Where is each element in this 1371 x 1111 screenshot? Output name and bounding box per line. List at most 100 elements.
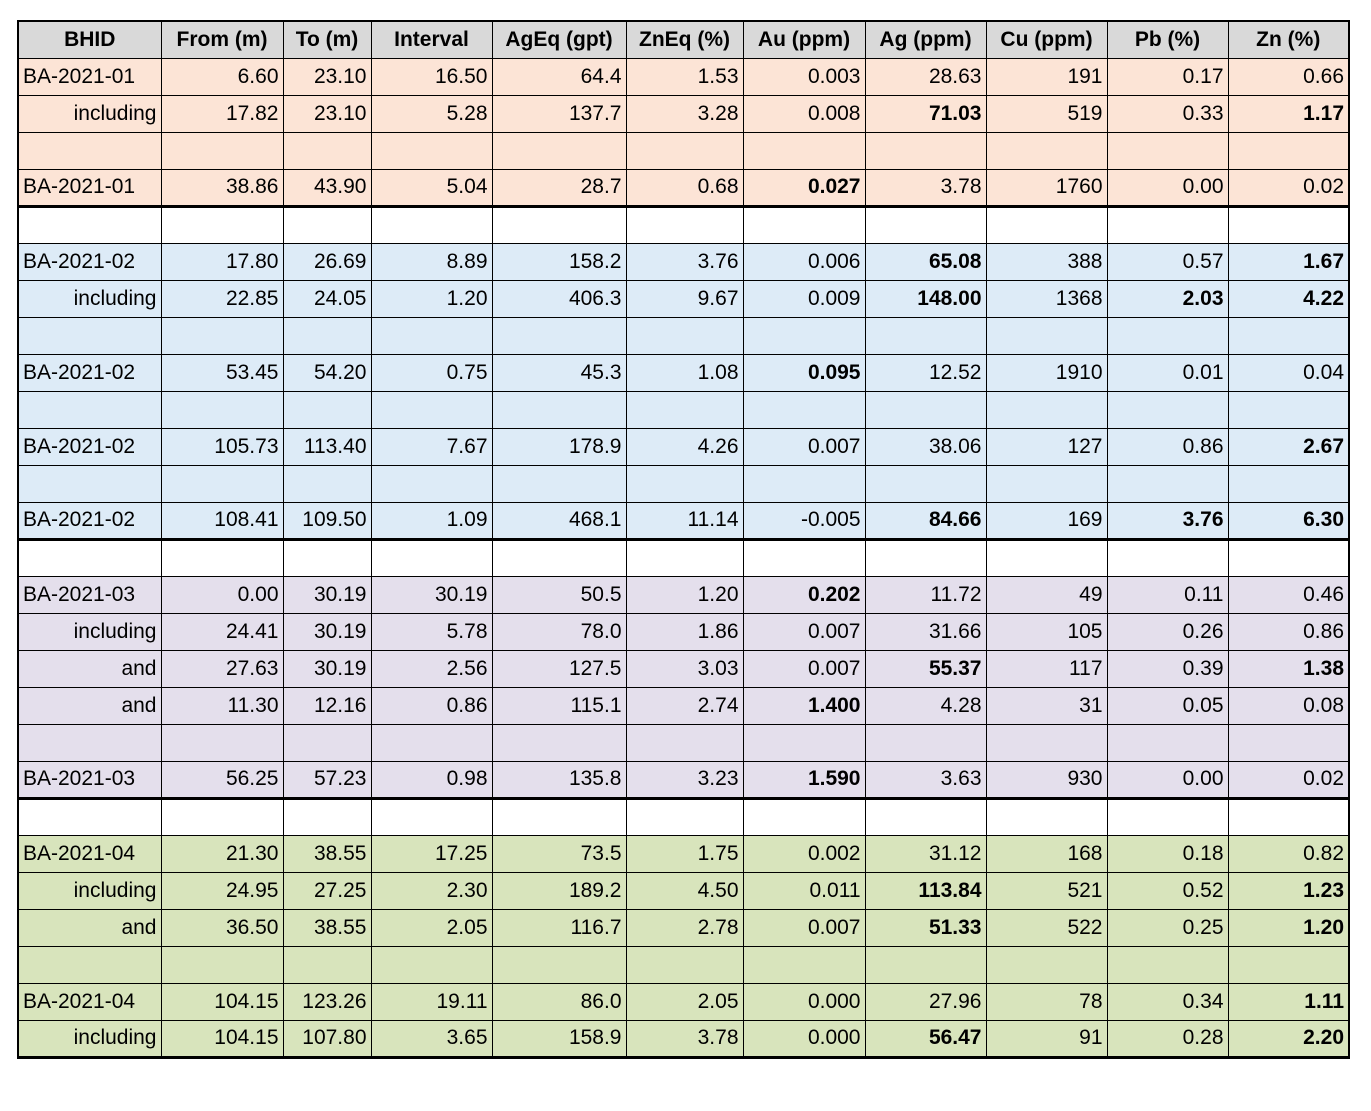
table-cell (1106, 205, 1229, 244)
table-cell: 2.30 (370, 871, 493, 910)
table-cell (625, 723, 744, 762)
table-cell: 30.19 (282, 649, 372, 688)
table-cell (17, 797, 162, 836)
table-cell: 0.98 (370, 760, 493, 800)
table-cell: 127 (985, 427, 1108, 466)
table-row (17, 205, 1350, 244)
table-cell: 127.5 (491, 649, 627, 688)
table-cell (282, 945, 372, 984)
table-row: BA-2021-04 104.15 123.26 19.11 86.0 2.05 0.000… (17, 982, 1350, 1021)
table-cell: 30.19 (370, 575, 493, 614)
table-cell: 3.78 (864, 168, 987, 208)
table-cell: 1368 (985, 279, 1108, 318)
table-row: BA-2021-02 108.41 109.50 1.09 468.1 11.14 -0.0… (17, 501, 1350, 541)
table-cell (1227, 205, 1350, 244)
table-cell: 24.41 (160, 612, 284, 651)
header-cell: Interval (370, 20, 493, 59)
table-cell (1106, 797, 1229, 836)
table-cell: 53.45 (160, 353, 284, 392)
table-cell: 0.00 (1106, 168, 1229, 208)
table-cell: 2.20 (1227, 1019, 1350, 1059)
table-wrap: BHID From (m) To (m) Interval AgEq (gpt) ZnEq… (17, 20, 1350, 1059)
table-cell: 2.03 (1106, 279, 1229, 318)
table-cell (864, 945, 987, 984)
table-cell: 1.11 (1227, 982, 1350, 1021)
table-cell (160, 538, 284, 577)
table-cell: including (17, 279, 162, 318)
table-row: including 24.41 30.19 5.78 78.0 1.86 0.007 31.6… (17, 612, 1350, 651)
table-cell (742, 131, 866, 170)
table-cell (282, 205, 372, 244)
table-cell: 930 (985, 760, 1108, 800)
table-cell: 113.84 (864, 871, 987, 910)
table-cell (864, 390, 987, 429)
table-cell: 116.7 (491, 908, 627, 947)
table-cell: 109.50 (282, 501, 372, 541)
table-cell: 0.008 (742, 94, 866, 133)
table-cell: 64.4 (491, 57, 627, 96)
table-cell: 105.73 (160, 427, 284, 466)
table-cell: 0.003 (742, 57, 866, 96)
table-row (17, 464, 1350, 503)
table-cell (17, 316, 162, 355)
table-cell: 84.66 (864, 501, 987, 541)
table-cell (491, 131, 627, 170)
table-cell: 0.26 (1106, 612, 1229, 651)
table-cell (625, 538, 744, 577)
table-cell: 31.66 (864, 612, 987, 651)
table-cell (985, 945, 1108, 984)
table-cell (491, 538, 627, 577)
table-cell: 49 (985, 575, 1108, 614)
table-cell (17, 205, 162, 244)
table-cell: 28.7 (491, 168, 627, 208)
table-cell: 11.72 (864, 575, 987, 614)
table-cell (491, 945, 627, 984)
table-cell: 522 (985, 908, 1108, 947)
table-cell: 3.23 (625, 760, 744, 800)
table-cell: 43.90 (282, 168, 372, 208)
table-cell: 17.80 (160, 242, 284, 281)
assay-table: BHID From (m) To (m) Interval AgEq (gpt) ZnEq… (17, 20, 1350, 1059)
table-cell (1227, 723, 1350, 762)
table-cell: 178.9 (491, 427, 627, 466)
table-cell: 56.25 (160, 760, 284, 800)
table-cell: 0.46 (1227, 575, 1350, 614)
table-cell: 73.5 (491, 834, 627, 873)
table-cell: 28.63 (864, 57, 987, 96)
table-cell: 104.15 (160, 1019, 284, 1059)
table-row: and 36.50 38.55 2.05 116.7 2.78 0.007 51.33 522 0… (17, 908, 1350, 947)
table-cell (985, 464, 1108, 503)
header-row: BHID From (m) To (m) Interval AgEq (gpt) ZnEq… (17, 20, 1350, 59)
table-cell: 1.590 (742, 760, 866, 800)
table-cell (864, 464, 987, 503)
table-cell: 6.60 (160, 57, 284, 96)
table-cell (491, 316, 627, 355)
table-cell (1106, 723, 1229, 762)
table-cell: 6.30 (1227, 501, 1350, 541)
table-cell (625, 390, 744, 429)
table-cell: BA-2021-02 (17, 501, 162, 541)
table-cell: 86.0 (491, 982, 627, 1021)
table-cell: 7.67 (370, 427, 493, 466)
table-cell (282, 464, 372, 503)
table-cell: 0.82 (1227, 834, 1350, 873)
table-cell: BA-2021-03 (17, 575, 162, 614)
table-cell: 137.7 (491, 94, 627, 133)
table-cell: 16.50 (370, 57, 493, 96)
table-cell: 2.74 (625, 686, 744, 725)
table-cell (370, 723, 493, 762)
table-cell (370, 131, 493, 170)
table-cell (370, 945, 493, 984)
table-cell (625, 205, 744, 244)
table-cell: 0.02 (1227, 760, 1350, 800)
table-cell: 169 (985, 501, 1108, 541)
header-cell: AgEq (gpt) (491, 20, 627, 59)
table-cell: 24.05 (282, 279, 372, 318)
table-cell (17, 464, 162, 503)
header-cell: To (m) (282, 20, 372, 59)
table-cell: 0.52 (1106, 871, 1229, 910)
table-cell: 3.28 (625, 94, 744, 133)
table-body: BA-2021-01 6.60 23.10 16.50 64.4 1.53 0.003 28.… (17, 57, 1350, 1059)
table-cell: 0.25 (1106, 908, 1229, 947)
